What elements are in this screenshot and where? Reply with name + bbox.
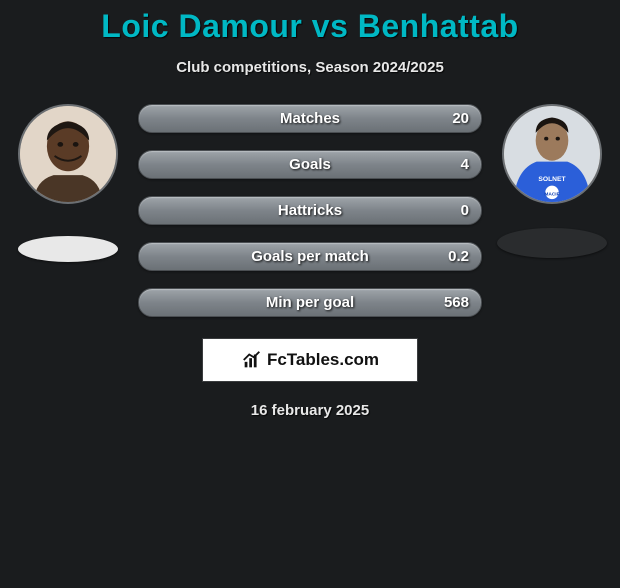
stat-row-goals: Goals 4 (138, 150, 482, 179)
comparison-title: Loic Damour vs Benhattab (0, 8, 620, 45)
stat-row-goals-per-match: Goals per match 0.2 (138, 242, 482, 271)
stat-label: Matches (280, 110, 340, 127)
stats-bars: Matches 20 Goals 4 Hattricks 0 Goals per… (128, 104, 492, 334)
stat-label: Goals (289, 156, 331, 173)
svg-text:SOLNET: SOLNET (538, 176, 566, 183)
stat-row-hattricks: Hattricks 0 (138, 196, 482, 225)
player-right-flag-badge (497, 228, 607, 258)
stat-row-matches: Matches 20 (138, 104, 482, 133)
player-left-flag-badge (18, 236, 118, 262)
logo-text: FcTables.com (267, 350, 379, 370)
stat-value-right: 568 (444, 294, 469, 311)
fctables-logo: FcTables.com (202, 338, 418, 382)
comparison-subtitle: Club competitions, Season 2024/2025 (0, 59, 620, 76)
player-right-column: SOLNET MACIF (492, 104, 612, 258)
person-icon (20, 106, 116, 202)
comparison-body: Matches 20 Goals 4 Hattricks 0 Goals per… (0, 104, 620, 334)
stat-value-right: 0.2 (448, 248, 469, 265)
chart-icon (241, 349, 263, 371)
player-right-avatar: SOLNET MACIF (502, 104, 602, 204)
svg-text:MACIF: MACIF (544, 191, 559, 197)
stat-value-right: 20 (452, 110, 469, 127)
comparison-date: 16 february 2025 (0, 402, 620, 419)
stat-value-right: 0 (461, 202, 469, 219)
stat-value-right: 4 (461, 156, 469, 173)
stat-row-min-per-goal: Min per goal 568 (138, 288, 482, 317)
stat-label: Goals per match (251, 248, 369, 265)
stat-label: Hattricks (278, 202, 342, 219)
player-left-column (8, 104, 128, 262)
person-icon: SOLNET MACIF (504, 106, 600, 202)
player-left-avatar (18, 104, 118, 204)
stat-label: Min per goal (266, 294, 354, 311)
